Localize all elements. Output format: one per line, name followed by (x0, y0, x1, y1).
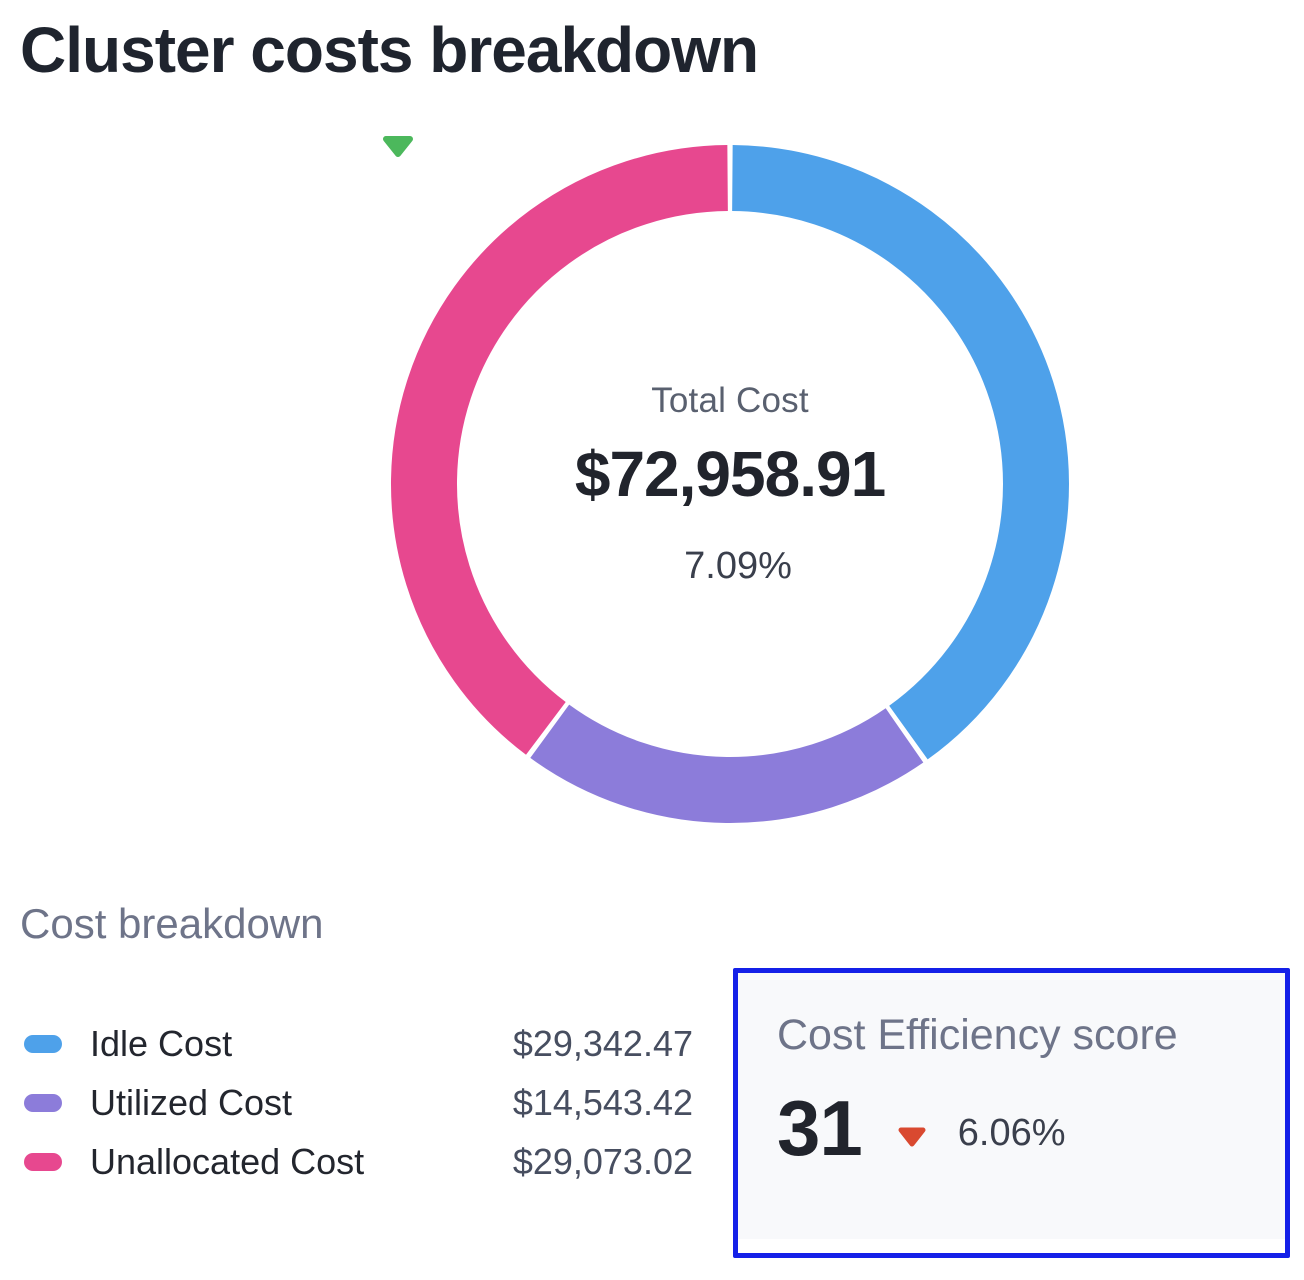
idle-cost-label: Idle Cost (90, 1023, 233, 1064)
legend-row-idle-cost[interactable]: Idle Cost $29,342.47 (24, 1023, 693, 1064)
donut-segment-idle-cost[interactable] (732, 145, 1069, 760)
legend-row-utilized-cost[interactable]: Utilized Cost $14,543.42 (24, 1082, 693, 1123)
page-title: Cluster costs breakdown (20, 14, 759, 86)
trend-down-icon (898, 1127, 926, 1147)
unallocated-cost-swatch (24, 1153, 62, 1171)
utilized-cost-label: Utilized Cost (90, 1082, 293, 1123)
cost-efficiency-change-value: 6.06% (957, 1112, 1066, 1155)
cost-efficiency-card[interactable]: Cost Efficiency score 31 6.06% (733, 968, 1290, 1258)
idle-cost-value: $29,342.47 (512, 1023, 693, 1064)
cost-efficiency-heading: Cost Efficiency score (777, 1011, 1178, 1059)
idle-cost-swatch (24, 1035, 62, 1053)
donut-segment-utilized-cost[interactable] (530, 704, 924, 823)
cluster-costs-donut-chart[interactable]: Total Cost $72,958.91 7.09% (380, 134, 1080, 834)
donut-segment-unallocated-cost[interactable] (391, 145, 728, 755)
unallocated-cost-label: Unallocated Cost (90, 1141, 365, 1182)
cost-breakdown-legend: Idle Cost $29,342.47 Utilized Cost $14,5… (24, 1023, 693, 1182)
unallocated-cost-value: $29,073.02 (512, 1141, 693, 1182)
cost-efficiency-score: 31 (777, 1083, 863, 1172)
utilized-cost-swatch (24, 1094, 62, 1112)
cost-efficiency-score-row: 31 6.06% (777, 1089, 1285, 1167)
cost-breakdown-heading: Cost breakdown (20, 900, 324, 947)
legend-row-unallocated-cost[interactable]: Unallocated Cost $29,073.02 (24, 1141, 693, 1182)
donut-svg (391, 145, 1069, 823)
utilized-cost-value: $14,543.42 (512, 1082, 693, 1123)
cost-efficiency-card-background (738, 973, 1285, 1239)
